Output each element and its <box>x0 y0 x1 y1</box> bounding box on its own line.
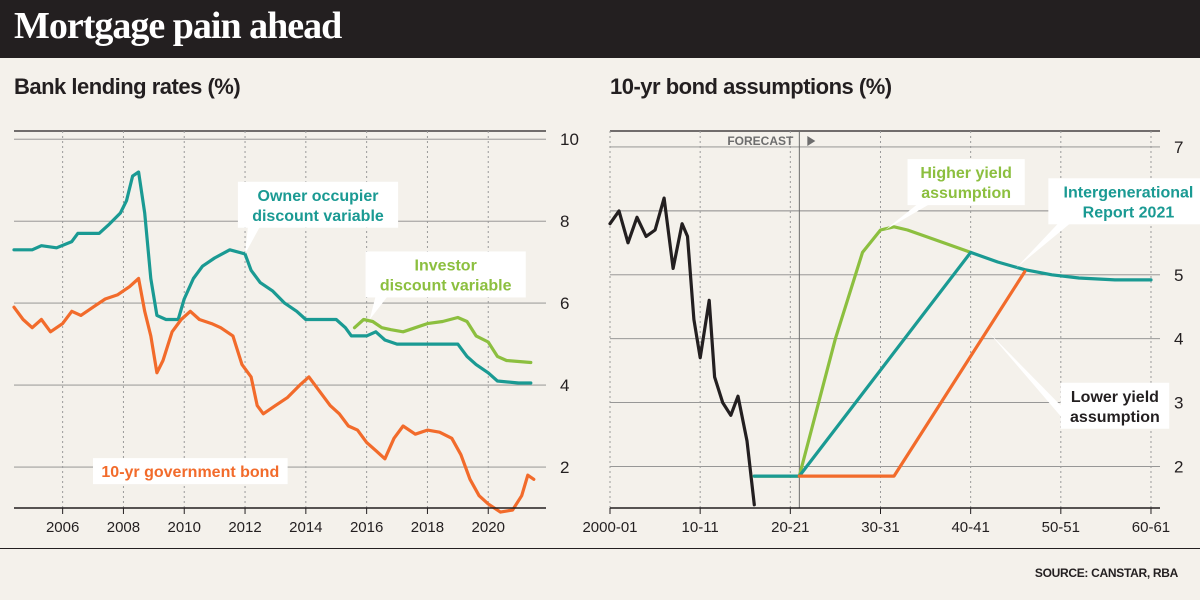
annotation-label: assumption <box>921 185 1011 202</box>
annotation-box <box>1048 178 1200 225</box>
y-tick-label: 2 <box>560 458 569 477</box>
annotation-label: assumption <box>1070 409 1160 426</box>
x-tick-label: 2012 <box>228 519 261 536</box>
annotation-box <box>93 458 288 485</box>
forecast-arrow-icon <box>807 136 816 146</box>
x-tick-label: 30-31 <box>861 519 899 536</box>
x-tick-label: 2006 <box>46 519 79 536</box>
annotation-label: Owner occupier <box>258 188 379 205</box>
lending-rates-chart: 2 4 6 8 10 2006 2008 2010 2012 2014 2016 2018 2020 Ow… <box>12 130 579 536</box>
y-tick-label: 8 <box>560 212 569 231</box>
series-line-3 <box>797 270 1027 478</box>
y-tick-label: 6 <box>560 294 569 313</box>
series-line-2 <box>12 276 536 514</box>
annotation-pointer <box>369 296 388 320</box>
header-bar: Mortgage pain ahead <box>0 0 1200 58</box>
annotation-pointer <box>1015 223 1071 269</box>
series-line-0 <box>12 170 533 385</box>
y-tick-label: 10 <box>560 130 579 149</box>
y-tick-label: 4 <box>1174 330 1183 349</box>
annotation-box <box>237 181 399 228</box>
x-tick-label: 2020 <box>472 519 505 536</box>
x-tick-label: 2016 <box>350 519 383 536</box>
forecast-label: FORECAST <box>727 134 794 148</box>
annotation-label: Investor <box>415 257 477 274</box>
y-tick-label: 2 <box>1174 457 1183 476</box>
x-tick-label: 2010 <box>168 519 201 536</box>
x-tick-label: 2000-01 <box>582 519 637 536</box>
y-tick-label: 4 <box>560 376 569 395</box>
annotation-box <box>365 251 526 298</box>
annotation-pointer <box>988 332 1083 428</box>
x-tick-label: 20-21 <box>771 519 809 536</box>
annotation-pointer <box>885 204 930 231</box>
x-tick-label: 10-11 <box>682 519 719 536</box>
annotation-pointer <box>245 226 260 254</box>
annotation-label: discount variable <box>380 277 512 294</box>
series-line-2 <box>752 250 1153 478</box>
series-line-0 <box>608 196 756 507</box>
x-tick-label: 2014 <box>289 519 322 536</box>
annotation-box <box>1060 382 1170 429</box>
annotation-label: discount variable <box>252 208 384 225</box>
source-note: SOURCE: CANSTAR, RBA <box>1034 566 1178 580</box>
annotation-label: Intergenerational <box>1064 184 1194 201</box>
annotation-label: Report 2021 <box>1083 204 1175 221</box>
y-tick-label: 5 <box>1174 266 1183 285</box>
x-tick-label: 40-41 <box>951 519 989 536</box>
x-tick-label: 60-61 <box>1132 519 1170 536</box>
annotation-label: Lower yield <box>1071 389 1159 406</box>
annotation-box <box>907 159 1025 206</box>
x-tick-label: 50-51 <box>1042 519 1080 536</box>
series-line-1 <box>352 315 533 365</box>
annotation-label: Higher yield <box>920 165 1012 182</box>
x-tick-label: 2018 <box>411 519 444 536</box>
y-tick-label: 7 <box>1174 138 1183 157</box>
x-tick-label: 2008 <box>107 519 140 536</box>
annotation-label: 10-yr government bond <box>101 464 279 481</box>
right-chart-title: 10-yr bond assumptions (%) <box>610 74 892 99</box>
bond-assumptions-chart: 2345672000-0110-1120-2130-3140-4150-5160… <box>582 130 1200 536</box>
footer-divider <box>0 548 1200 549</box>
page-title: Mortgage pain ahead <box>14 5 342 47</box>
left-chart-title: Bank lending rates (%) <box>14 74 241 99</box>
y-tick-label: 3 <box>1174 394 1183 413</box>
